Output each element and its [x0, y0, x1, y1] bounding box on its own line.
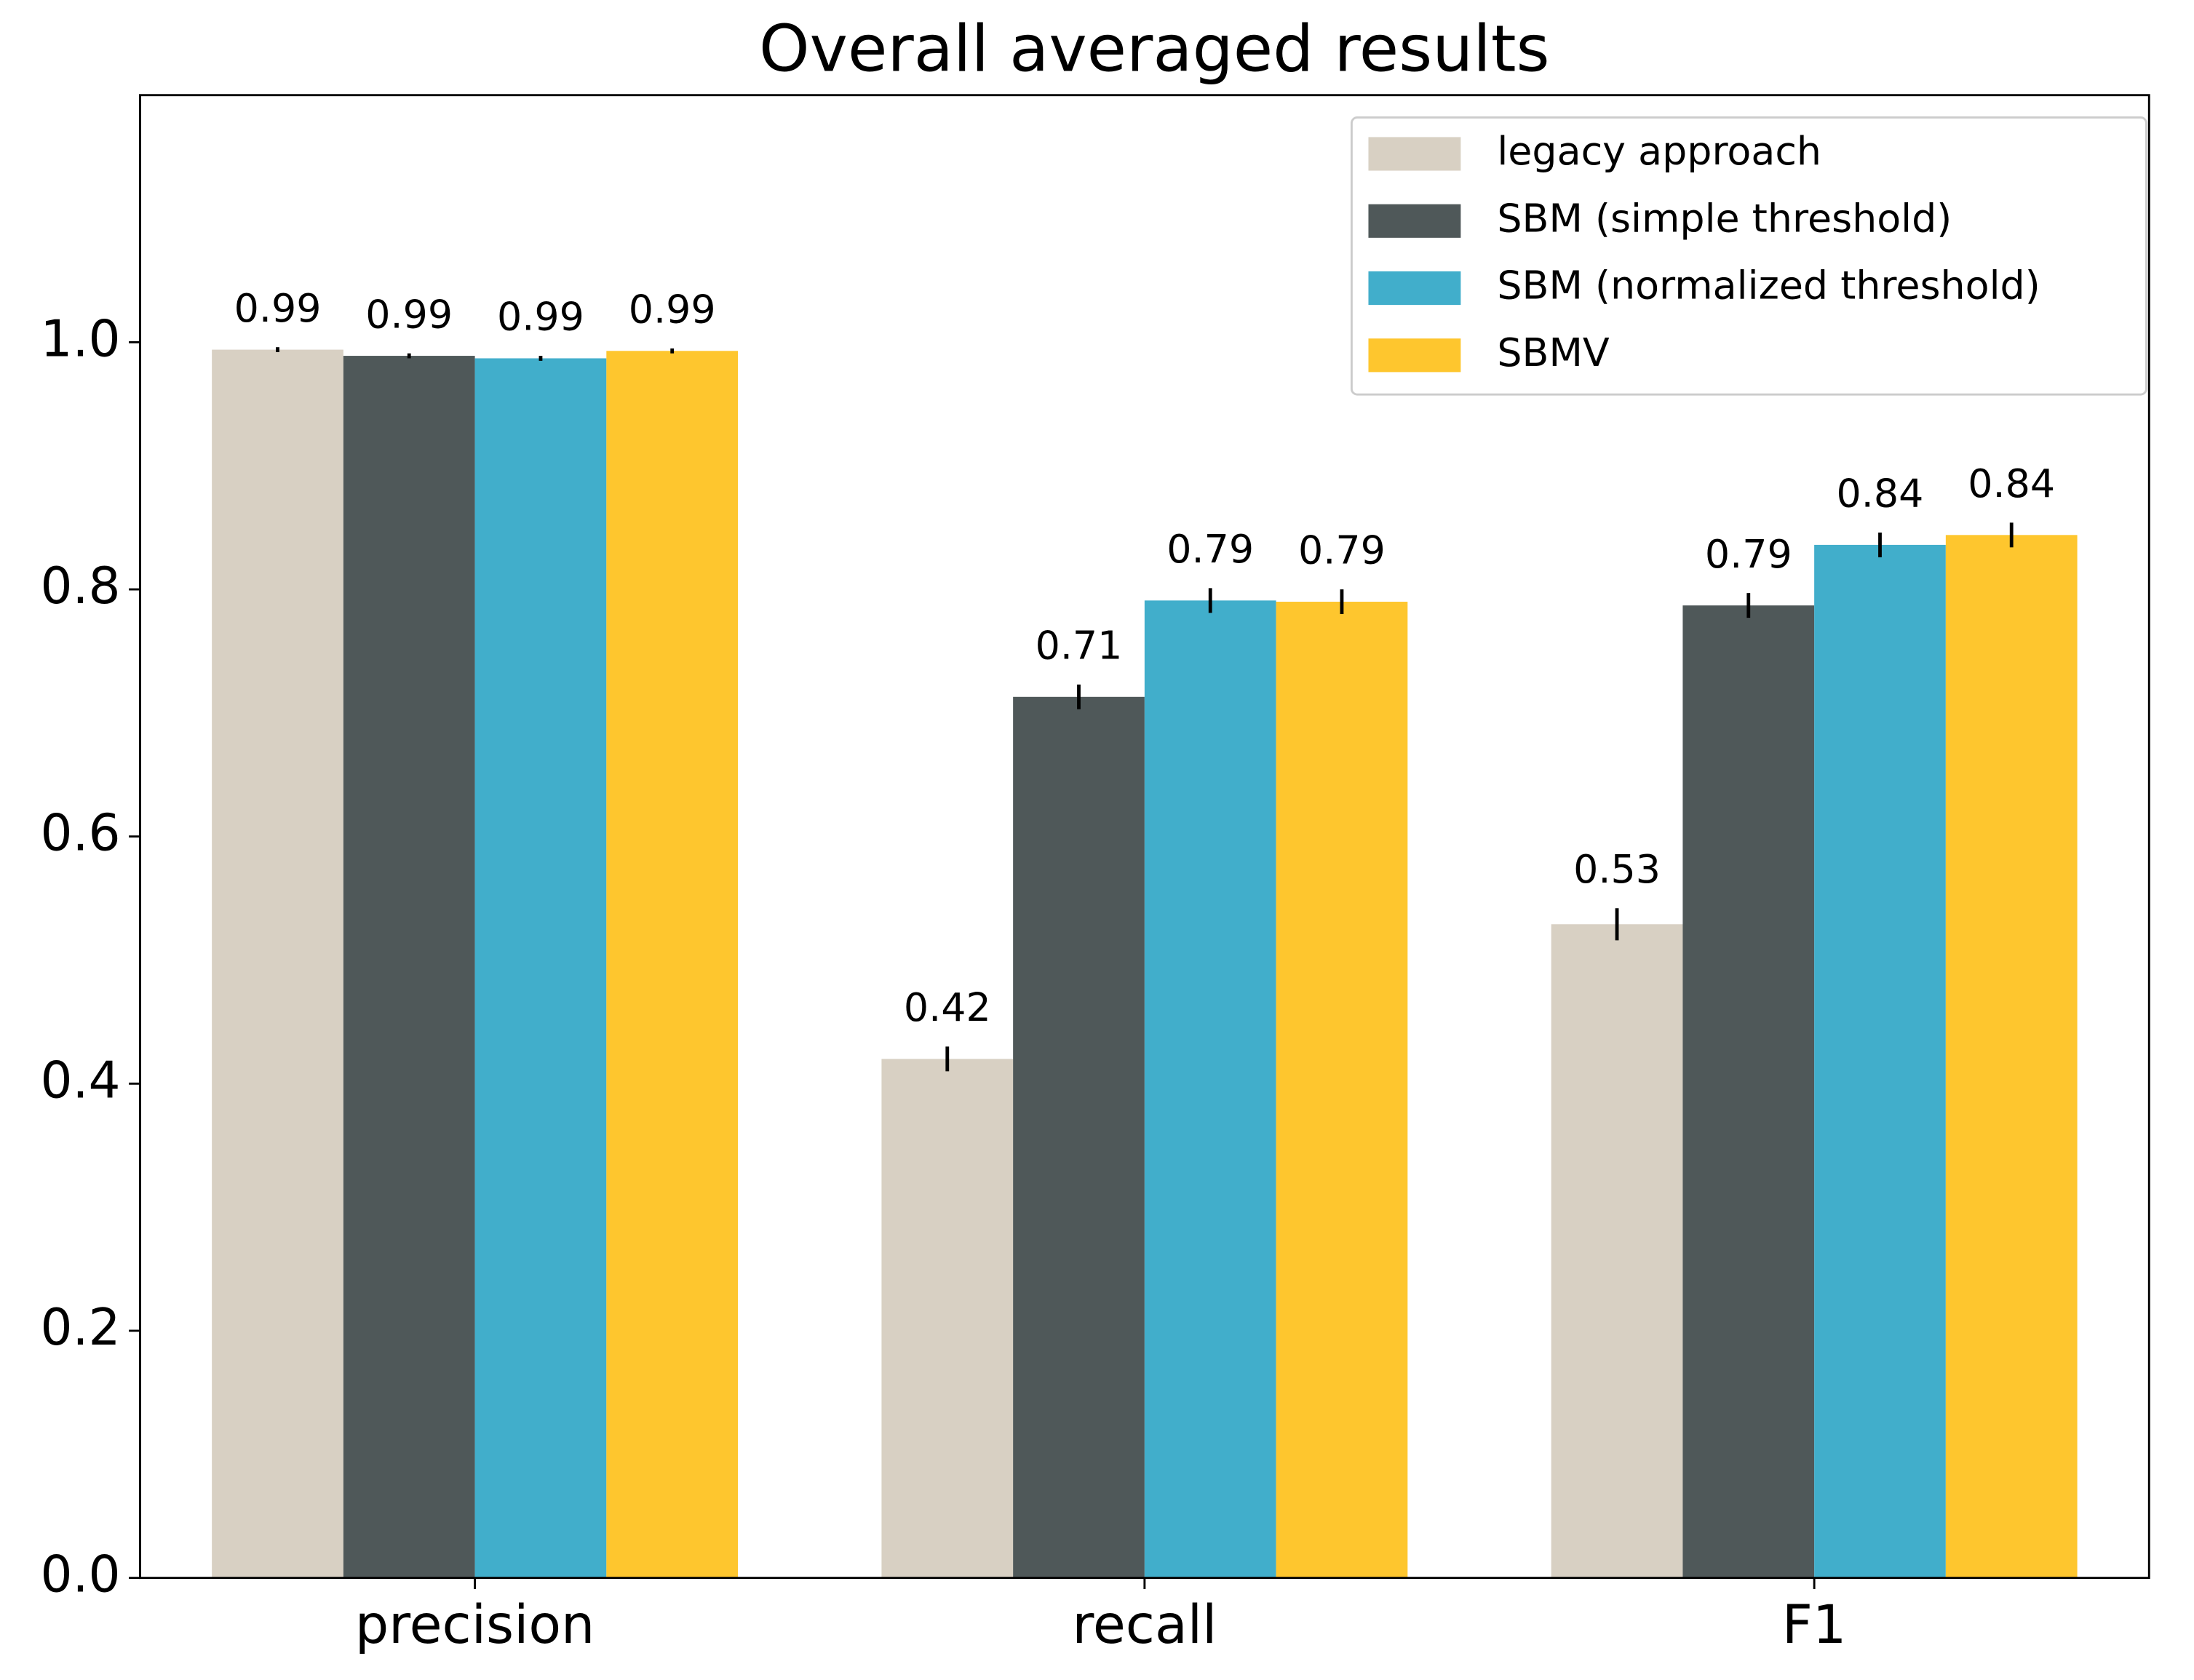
- bar: [1814, 544, 1946, 1578]
- bar: [212, 349, 343, 1578]
- x-tick-label: recall: [1072, 1594, 1217, 1656]
- value-label: 0.99: [365, 291, 453, 337]
- value-label: 0.79: [1298, 528, 1386, 573]
- plot-frame: [139, 94, 2150, 1580]
- chart-title: Overall averaged results: [759, 11, 1550, 86]
- value-label: 0.84: [1837, 471, 1924, 517]
- bar: [343, 356, 475, 1578]
- bar: [881, 1059, 1014, 1578]
- legend-label: SBM (simple threshold): [1497, 195, 1952, 241]
- y-tick-label: 0.6: [40, 805, 120, 863]
- legend-swatch: [1368, 271, 1461, 306]
- y-tick-label: 0.8: [40, 557, 120, 616]
- legend-swatch: [1368, 338, 1461, 373]
- bar: [1144, 600, 1276, 1578]
- value-label: 0.53: [1573, 846, 1661, 892]
- bar: [1013, 696, 1145, 1578]
- legend-label: SBMV: [1497, 330, 1610, 375]
- y-tick-label: 1.0: [40, 310, 120, 368]
- bar: [1945, 535, 2078, 1578]
- value-label: 0.79: [1705, 531, 1792, 577]
- value-label: 0.99: [629, 287, 716, 333]
- legend-label: legacy approach: [1497, 128, 1821, 174]
- legend-swatch: [1368, 204, 1461, 238]
- value-label: 0.84: [1968, 461, 2055, 506]
- y-tick-label: 0.4: [40, 1051, 120, 1110]
- y-tick-label: 0.0: [40, 1546, 120, 1604]
- value-label: 0.42: [904, 984, 991, 1030]
- legend-box: [1350, 116, 2147, 396]
- x-tick-label: F1: [1782, 1594, 1846, 1656]
- bar: [1682, 605, 1815, 1578]
- legend-swatch: [1368, 137, 1461, 171]
- bar: [1276, 602, 1408, 1578]
- bar: [606, 351, 739, 1578]
- y-tick-label: 0.2: [40, 1299, 120, 1357]
- legend-label: SBM (normalized threshold): [1497, 263, 2040, 308]
- bar: [474, 358, 607, 1578]
- x-tick-label: precision: [355, 1594, 595, 1656]
- value-label: 0.99: [234, 285, 322, 331]
- value-label: 0.79: [1166, 526, 1254, 572]
- bar: [1551, 924, 1683, 1578]
- value-label: 0.71: [1036, 622, 1123, 668]
- value-label: 0.99: [497, 294, 584, 340]
